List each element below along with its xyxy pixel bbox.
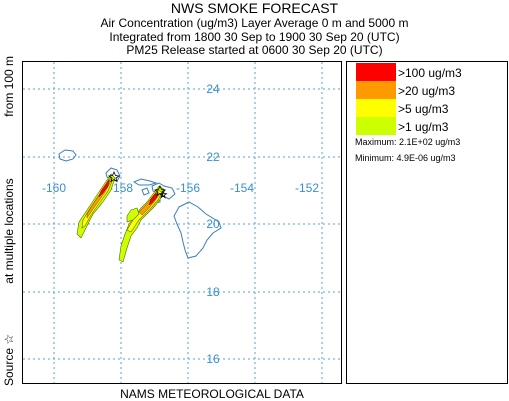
lon-label: -160 bbox=[42, 181, 66, 195]
island-hawaii bbox=[173, 201, 222, 259]
coastlines bbox=[58, 149, 222, 259]
legend-swatch-100 bbox=[356, 63, 396, 81]
lon-label: -158 bbox=[109, 181, 133, 195]
legend-swatch-5 bbox=[356, 99, 396, 117]
lat-label: 16 bbox=[206, 352, 220, 366]
legend-label-5: >5 ug/m3 bbox=[398, 102, 449, 116]
lon-label: -154 bbox=[230, 181, 254, 195]
lat-label: 18 bbox=[206, 285, 220, 299]
legend-swatch-20 bbox=[356, 81, 396, 99]
minimum-value: Minimum: 4.9E-06 ug/m3 bbox=[355, 153, 456, 163]
source-markers bbox=[107, 170, 168, 199]
met-data-label: NAMS METEOROLOGICAL DATA bbox=[120, 387, 304, 401]
legend-label-1: >1 ug/m3 bbox=[398, 120, 449, 134]
island-molokai bbox=[132, 178, 158, 186]
lat-label: 24 bbox=[206, 82, 220, 96]
lat-label: 22 bbox=[206, 150, 220, 164]
source-star-icon bbox=[107, 170, 121, 183]
legend-panel bbox=[346, 61, 508, 384]
release-info: PM25 Release started at 0600 30 Sep 20 (… bbox=[126, 43, 383, 57]
concentration-subtitle: Air Concentration (ug/m3) Layer Average … bbox=[100, 16, 409, 30]
source-label: Source ☆ bbox=[2, 333, 16, 386]
lon-label: -152 bbox=[295, 181, 319, 195]
lat-label: 20 bbox=[206, 217, 220, 231]
smoke-map: -160 -158 -156 -154 -152 24 22 20 18 16 bbox=[23, 62, 341, 383]
source-side-label: Source ☆ at multiple locations from 100 … bbox=[2, 56, 18, 386]
lon-label: -156 bbox=[176, 181, 200, 195]
source-star-icon bbox=[158, 189, 168, 199]
graticule bbox=[23, 62, 341, 383]
plume-central bbox=[118, 185, 166, 263]
locations-label: at multiple locations bbox=[2, 178, 16, 284]
height-label: from 100 m bbox=[2, 56, 16, 117]
integration-period: Integrated from 1800 30 Sep to 1900 30 S… bbox=[109, 30, 400, 44]
island-lanai bbox=[141, 187, 150, 196]
chart-title: NWS SMOKE FORECAST bbox=[170, 0, 339, 16]
legend-label-20: >20 ug/m3 bbox=[398, 84, 456, 98]
maximum-value: Maximum: 2.1E+02 ug/m3 bbox=[355, 137, 461, 147]
island-oahu bbox=[105, 167, 121, 182]
island-kauai bbox=[58, 149, 77, 162]
map-panel: -160 -158 -156 -154 -152 24 22 20 18 16 bbox=[22, 61, 342, 384]
legend-swatch-1 bbox=[356, 117, 396, 135]
plume-west bbox=[76, 173, 116, 239]
legend-label-100: >100 ug/m3 bbox=[398, 66, 462, 80]
